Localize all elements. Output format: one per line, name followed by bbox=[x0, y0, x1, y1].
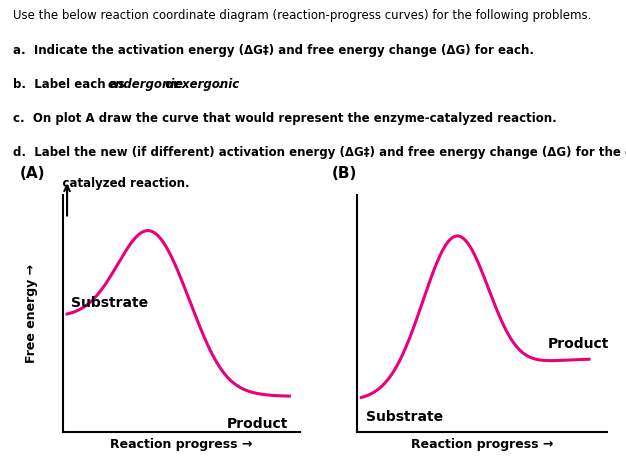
Text: (A): (A) bbox=[20, 166, 45, 181]
Text: Product: Product bbox=[548, 337, 609, 351]
X-axis label: Reaction progress →: Reaction progress → bbox=[110, 438, 253, 451]
Text: Free energy →: Free energy → bbox=[25, 264, 38, 363]
Text: (B): (B) bbox=[332, 166, 357, 181]
Text: d.  Label the new (if different) activation energy (ΔG‡) and free energy change : d. Label the new (if different) activati… bbox=[13, 146, 626, 159]
Text: a.  Indicate the activation energy (ΔG‡) and free energy change (ΔG) for each.: a. Indicate the activation energy (ΔG‡) … bbox=[13, 44, 533, 57]
Text: .: . bbox=[217, 78, 222, 91]
Text: b.  Label each as: b. Label each as bbox=[13, 78, 128, 91]
Text: c.  On plot A draw the curve that would represent the enzyme-catalyzed reaction.: c. On plot A draw the curve that would r… bbox=[13, 112, 557, 125]
Text: catalyzed reaction.: catalyzed reaction. bbox=[46, 177, 189, 190]
Text: Use the below reaction coordinate diagram (reaction-progress curves) for the fol: Use the below reaction coordinate diagra… bbox=[13, 10, 591, 22]
Text: Substrate: Substrate bbox=[366, 410, 443, 424]
Text: exergonic: exergonic bbox=[175, 78, 240, 91]
Text: endergonic: endergonic bbox=[108, 78, 182, 91]
Text: or: or bbox=[161, 78, 183, 91]
Text: Substrate: Substrate bbox=[71, 296, 148, 310]
X-axis label: Reaction progress →: Reaction progress → bbox=[411, 438, 553, 451]
Text: Product: Product bbox=[227, 417, 289, 431]
